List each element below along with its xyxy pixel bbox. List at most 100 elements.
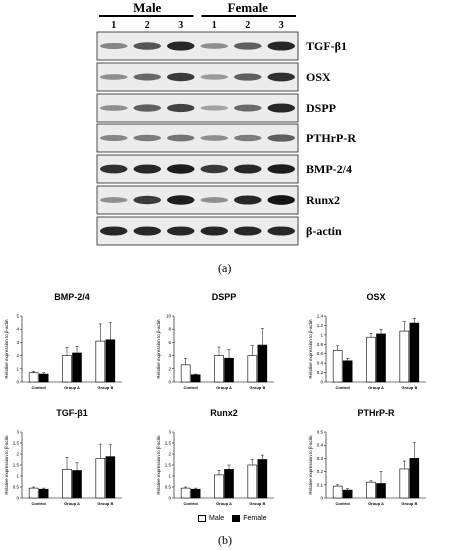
- female-swatch: [232, 515, 241, 522]
- bar-female: [409, 322, 420, 383]
- band: [267, 164, 295, 174]
- x-tick-label: Group A: [216, 501, 232, 506]
- bar-male: [62, 469, 72, 499]
- blot-row-label: TGF-β1: [306, 39, 347, 53]
- blot-strip: [96, 93, 299, 123]
- x-tick-label: Control: [336, 501, 350, 506]
- bar-female: [257, 344, 268, 383]
- bar-male: [28, 372, 39, 383]
- x-tick-label: Control: [32, 501, 46, 506]
- bar-male: [214, 474, 224, 499]
- x-tick-label: Group A: [368, 501, 384, 506]
- band: [267, 134, 295, 142]
- y-tick-label: 6: [168, 340, 171, 345]
- y-tick-label: 4: [16, 327, 19, 332]
- band: [133, 226, 161, 236]
- bar-female: [38, 373, 49, 383]
- band: [200, 135, 228, 141]
- band: [234, 164, 262, 174]
- band: [100, 74, 128, 80]
- band: [267, 41, 295, 51]
- band: [167, 226, 195, 236]
- y-tick-label: 2: [16, 452, 19, 457]
- panel-a-label: (a): [218, 261, 232, 275]
- bar-male: [366, 336, 376, 383]
- y-axis-label: Relative expression to β-actin: [4, 435, 9, 495]
- y-axis-label: Relative expression to β-actin: [156, 435, 161, 495]
- bar-male: [62, 355, 72, 383]
- blot-row-label: BMP-2/4: [306, 162, 352, 176]
- legend-male-label: Male: [209, 515, 225, 522]
- y-tick-label: 1: [16, 474, 19, 479]
- bar-female: [376, 333, 386, 383]
- legend-female-label: Female: [243, 515, 267, 522]
- x-tick-label: Control: [184, 501, 198, 506]
- y-tick-label: 0: [320, 380, 323, 385]
- band: [234, 134, 262, 142]
- y-tick-label: 0.8: [317, 342, 324, 347]
- blot-row-label: OSX: [306, 70, 331, 84]
- y-tick-label: 1: [320, 332, 323, 337]
- x-tick-label: Group B: [249, 501, 265, 506]
- y-tick-label: 4: [168, 353, 171, 358]
- x-tick-label: Group A: [368, 385, 384, 390]
- chart-title: Runx2: [210, 408, 238, 418]
- band: [133, 134, 161, 142]
- y-tick-label: 2: [168, 366, 171, 371]
- western-blot-panel: Male Female 1 2 3 1 2 3 TGF-β1 OSX DSPP PTHrP-R BMP-…: [96, 0, 356, 246]
- bar-male: [399, 468, 410, 499]
- band: [234, 104, 262, 112]
- male-swatch: [198, 515, 206, 522]
- y-tick-label: 2: [16, 353, 19, 358]
- y-axis-label: Relative expression to β-actin: [308, 435, 313, 495]
- panel-b-label: (b): [218, 533, 232, 547]
- lane-label: 1: [212, 20, 217, 31]
- sex-label-female: Female: [228, 0, 269, 15]
- y-tick-label: 1: [16, 366, 19, 371]
- bar-female: [72, 352, 82, 383]
- bar-female: [38, 488, 49, 499]
- lane-label: 2: [245, 20, 250, 31]
- chart-title: BMP-2/4: [54, 292, 90, 302]
- x-tick-label: Control: [336, 385, 350, 390]
- band: [200, 43, 228, 49]
- band: [100, 42, 128, 50]
- blot-row: BMP-2/4: [96, 154, 352, 184]
- y-tick-label: 0.2: [317, 469, 324, 474]
- y-tick-label: 1.2: [317, 323, 324, 328]
- bar-male: [399, 330, 410, 383]
- band: [100, 105, 128, 111]
- y-tick-label: 2.5: [165, 441, 172, 446]
- band: [133, 73, 161, 81]
- blot-header: Male Female 1 2 3 1 2 3: [99, 0, 296, 31]
- x-tick-label: Group B: [401, 385, 417, 390]
- band: [133, 164, 161, 174]
- band: [133, 42, 161, 50]
- bar-chart: TGF-β1 Relative expression to β-actin 0 0.5…: [4, 408, 122, 506]
- band: [267, 226, 295, 236]
- band: [234, 73, 262, 81]
- bar-male: [332, 350, 343, 383]
- bar-male: [332, 485, 343, 499]
- band: [167, 164, 195, 174]
- y-tick-label: 0: [16, 380, 19, 385]
- bar-male: [95, 340, 106, 383]
- x-tick-label: Group B: [97, 385, 113, 390]
- chart-title: OSX: [366, 292, 385, 302]
- chart-title: PTHrP-R: [357, 408, 395, 418]
- band: [234, 226, 262, 236]
- y-tick-label: 5: [16, 314, 19, 319]
- lane-label: 1: [111, 20, 116, 31]
- bar-female: [190, 488, 201, 499]
- y-tick-label: 0: [16, 496, 19, 501]
- bar-female: [105, 456, 116, 499]
- y-tick-label: 3: [168, 430, 171, 435]
- y-tick-label: 0.1: [317, 482, 324, 487]
- chart-legend: Male Female: [198, 515, 267, 522]
- bar-male: [180, 364, 191, 383]
- band: [100, 134, 128, 142]
- legend-male: Male: [198, 515, 224, 522]
- y-tick-label: 0.6: [317, 351, 324, 356]
- bar-chart: PTHrP-R Relative expression to β-actin 0 0.…: [308, 408, 426, 506]
- lane-label: 3: [279, 20, 284, 31]
